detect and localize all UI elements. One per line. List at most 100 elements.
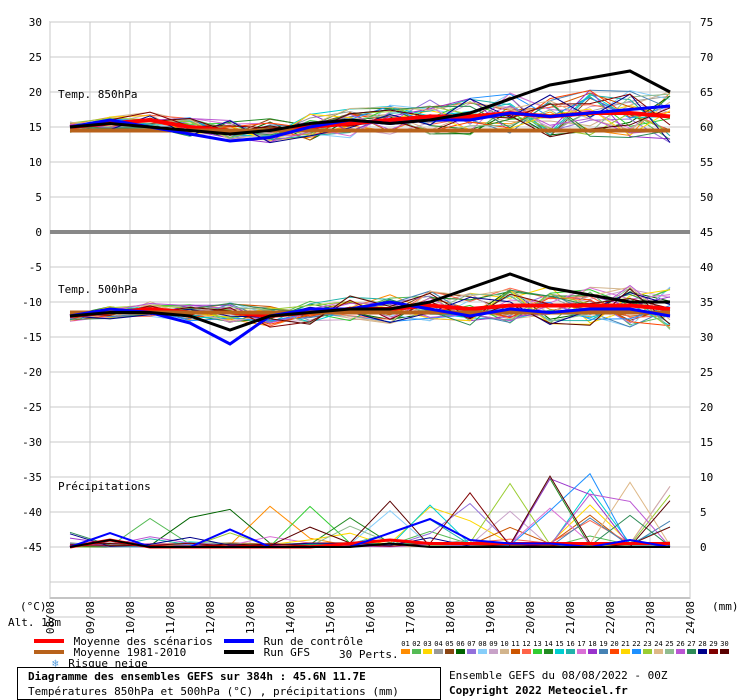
- footer-run: Ensemble GEFS du 08/08/2022 - 00Z: [449, 669, 668, 682]
- pert-legend-29: 29: [708, 640, 719, 654]
- pert-swatch: [621, 649, 630, 654]
- pert-number: 21: [621, 640, 630, 648]
- pert-swatch: [610, 649, 619, 654]
- legend-perts-label: 30 Perts.: [339, 648, 399, 661]
- legend-climo-label: Moyenne 1981-2010: [73, 646, 187, 659]
- pert-swatch: [599, 649, 608, 654]
- pert-legend-22: 22: [631, 640, 642, 654]
- pert-legend-13: 13: [532, 640, 543, 654]
- pert-number: 20: [610, 640, 619, 648]
- footer-subtitle: Températures 850hPa et 500hPa (°C) , pré…: [28, 685, 399, 698]
- pert-legend-28: 28: [697, 640, 708, 654]
- footer-title: Diagramme des ensembles GEFS sur 384h : …: [28, 670, 366, 683]
- left-tick-label: 0: [35, 226, 42, 239]
- perturbation-legend: 01 02 03 04 05 06 07 08 09 10 11 12 13 14 15 16 17 18 19 20…: [400, 640, 736, 658]
- pert-legend-11: 11: [510, 640, 521, 654]
- legend-mean-label: Moyenne des scénarios: [73, 635, 213, 648]
- left-tick-label: -35: [22, 471, 42, 484]
- member-24-t850: [69, 100, 671, 140]
- legend: Moyenne des scénarios Moyenne 1981-2010 …: [34, 630, 404, 670]
- pert-swatch: [544, 649, 553, 654]
- pert-legend-05: 05: [444, 640, 455, 654]
- pert-swatch: [478, 649, 487, 654]
- pert-swatch: [676, 649, 685, 654]
- pert-legend-26: 26: [675, 640, 686, 654]
- panel-label-850: Temp. 850hPa: [58, 88, 137, 101]
- legend-climo: Moyenne 1981-2010: [34, 641, 186, 660]
- pert-swatch: [720, 649, 729, 654]
- x-tick-label: 13/08: [244, 601, 257, 634]
- pert-number: 25: [665, 640, 674, 648]
- pert-swatch: [434, 649, 443, 654]
- pert-swatch: [489, 649, 498, 654]
- series-run-de-contr-le-t500: [69, 300, 671, 346]
- pert-swatch: [643, 649, 652, 654]
- pert-swatch: [533, 649, 542, 654]
- x-tick-label: 09/08: [84, 601, 97, 634]
- pert-number: 26: [676, 640, 685, 648]
- left-tick-label: 30: [29, 16, 42, 29]
- legend-snow-label: Risque neige: [68, 657, 148, 670]
- right-tick-label: 40: [700, 261, 713, 274]
- right-tick-label: 55: [700, 156, 713, 169]
- pert-swatch: [456, 649, 465, 654]
- right-tick-label: 10: [700, 471, 713, 484]
- pert-number: 10: [500, 640, 509, 648]
- right-tick-label: 45: [700, 226, 713, 239]
- pert-number: 12: [522, 640, 531, 648]
- right-tick-label: 35: [700, 296, 713, 309]
- pert-legend-15: 15: [554, 640, 565, 654]
- panel-label-precip: Précipitations: [58, 480, 151, 493]
- left-tick-label: -10: [22, 296, 42, 309]
- right-tick-label: 25: [700, 366, 713, 379]
- pert-number: 07: [467, 640, 476, 648]
- pert-number: 17: [577, 640, 586, 648]
- right-tick-label: 65: [700, 86, 713, 99]
- pert-number: 22: [632, 640, 641, 648]
- left-tick-label: 10: [29, 156, 42, 169]
- pert-swatch: [687, 649, 696, 654]
- legend-control-label: Run de contrôle: [263, 635, 363, 648]
- pert-legend-27: 27: [686, 640, 697, 654]
- pert-swatch: [555, 649, 564, 654]
- pert-swatch: [698, 649, 707, 654]
- pert-number: 24: [654, 640, 663, 648]
- x-tick-label: 24/08: [684, 601, 697, 634]
- pert-legend-04: 04: [433, 640, 444, 654]
- pert-swatch: [588, 649, 597, 654]
- pert-swatch: [423, 649, 432, 654]
- pert-legend-24: 24: [653, 640, 664, 654]
- pert-swatch: [632, 649, 641, 654]
- pert-swatch: [412, 649, 421, 654]
- pert-legend-09: 09: [488, 640, 499, 654]
- left-tick-label: -25: [22, 401, 42, 414]
- pert-legend-06: 06: [455, 640, 466, 654]
- legend-gfs-label: Run GFS: [263, 646, 310, 659]
- pert-legend-20: 20: [609, 640, 620, 654]
- left-tick-label: 5: [35, 191, 42, 204]
- pert-swatch: [401, 649, 410, 654]
- x-tick-label: 18/08: [444, 601, 457, 634]
- x-tick-label: 08/08: [44, 601, 57, 634]
- right-tick-label: 70: [700, 51, 713, 64]
- legend-snow: ❄ Risque neige: [52, 652, 148, 671]
- footer-title-box: Diagramme des ensembles GEFS sur 384h : …: [17, 667, 441, 700]
- pert-swatch: [445, 649, 454, 654]
- pert-number: 05: [445, 640, 454, 648]
- pert-legend-30: 30: [719, 640, 730, 654]
- pert-legend-18: 18: [587, 640, 598, 654]
- pert-legend-07: 07: [466, 640, 477, 654]
- pert-number: 04: [434, 640, 443, 648]
- right-unit: (mm): [712, 600, 739, 613]
- altitude-label: Alt. 18m: [8, 616, 61, 629]
- x-tick-label: 14/08: [284, 601, 297, 634]
- left-tick-label: -40: [22, 506, 42, 519]
- member-30-t850: [69, 107, 671, 138]
- right-tick-label: 20: [700, 401, 713, 414]
- pert-swatch: [500, 649, 509, 654]
- left-tick-label: 25: [29, 51, 42, 64]
- right-tick-label: 50: [700, 191, 713, 204]
- pert-swatch: [665, 649, 674, 654]
- legend-gfs: Run GFS: [224, 641, 310, 660]
- pert-number: 28: [698, 640, 707, 648]
